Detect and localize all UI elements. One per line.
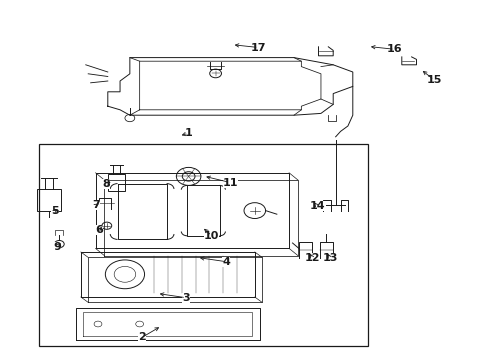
Text: 13: 13 [322, 253, 338, 264]
Text: 17: 17 [251, 42, 267, 53]
Text: 7: 7 [92, 200, 100, 210]
Text: 5: 5 [51, 206, 59, 216]
Text: 2: 2 [138, 332, 146, 342]
Text: 1: 1 [185, 128, 193, 138]
Bar [37, 189, 61, 211]
Text: 4: 4 [222, 257, 230, 267]
Text: 3: 3 [182, 293, 190, 303]
Text: 11: 11 [222, 177, 238, 188]
Text: 10: 10 [204, 231, 220, 241]
Text: 8: 8 [102, 179, 110, 189]
Text: 6: 6 [95, 225, 103, 235]
Text: 16: 16 [387, 44, 403, 54]
Text: 15: 15 [426, 75, 442, 85]
Bar [108, 174, 125, 191]
Text: 14: 14 [309, 201, 325, 211]
Text: 12: 12 [305, 253, 320, 264]
Text: 9: 9 [53, 242, 61, 252]
Bar [39, 144, 368, 346]
